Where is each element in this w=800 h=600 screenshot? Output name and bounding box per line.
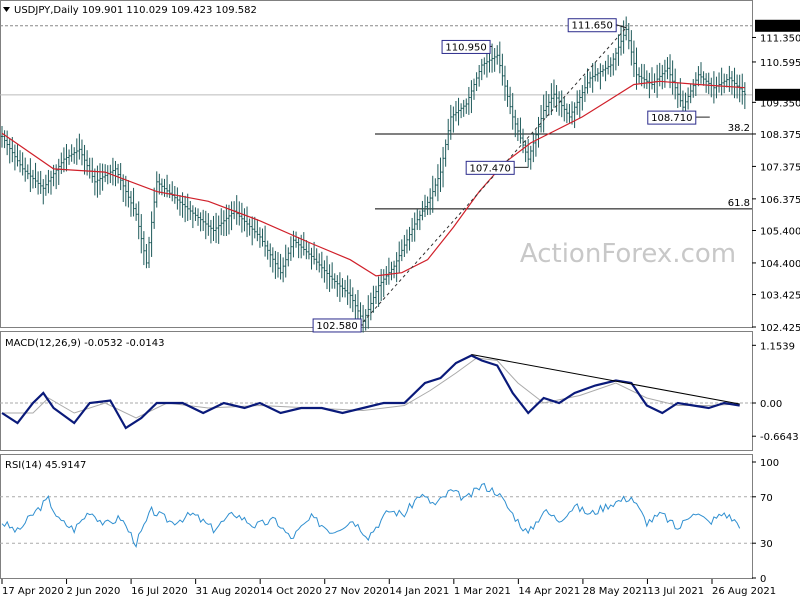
annotation-label-0: 111.650 [572,21,613,32]
price-pane-frame [0,0,753,328]
price-ytick-label-4: 107.375 [760,162,800,173]
price-ytick-label-5: 106.375 [760,195,800,206]
xtick-label-11: 26 Aug 2021 [712,586,776,597]
price-layer: 38.2 61.8 111.650 110.950 108.710 107.470 102.… [0,16,752,333]
xtick-label-4: 14 Oct 2020 [260,586,322,597]
price-ytick-label-8: 103.425 [760,291,800,302]
rsi-layer [0,482,752,548]
annotation-box-1 [441,39,491,54]
macd-pane-frame [0,331,753,451]
axis-layer: 111.350 110.595 109.350 108.375 107.375 106.3… [1,19,800,597]
xtick-label-0: 17 Apr 2020 [2,586,64,597]
dropdown-arrow-icon[interactable] [3,7,10,12]
macd-title: MACD(12,26,9) -0.0532 -0.0143 [5,338,165,349]
symbol-header: USDJPY,Daily 109.901 110.029 109.423 109… [14,5,257,16]
rsi-line [1,482,741,548]
rsi-ytick-label-1: 70 [760,493,773,504]
price-ytick-label-6: 105.400 [760,226,800,237]
annotation-label-4: 102.580 [316,321,357,332]
xtick-label-10: 13 Jul 2021 [647,586,704,597]
trend-dashed-line [362,27,627,323]
fib-level-label-0: 38.2 [728,123,750,134]
annotation-label-1: 110.950 [445,42,486,53]
rsi-pane-frame [0,454,753,579]
macd-signal-line [2,357,740,419]
xtick-label-7: 1 Mar 2021 [454,586,511,597]
macd-ytick-label-2: -0.6643 [760,432,799,443]
xtick-label-9: 28 May 2021 [583,586,648,597]
xtick-label-6: 14 Jan 2021 [389,586,449,597]
watermark: ActionForex.com [520,239,736,269]
annotation-label-3: 107.470 [469,163,510,174]
price-ytick-label-2: 109.350 [760,98,800,109]
annotation-box-3 [465,160,515,175]
price-ytick-label-3: 108.375 [760,130,800,141]
annotation-leader-0 [616,24,627,29]
macd-trendline [471,354,740,405]
price-ytick-label-9: 102.425 [760,323,800,334]
annotation-box-2 [647,110,697,125]
rsi-ytick-label-3: 0 [760,574,766,585]
price-ytick-label-7: 104.400 [760,259,800,270]
annotation-box-4 [312,318,362,333]
price-tag-box-0 [755,19,800,32]
macd-line [1,354,740,430]
rsi-ytick-label-2: 30 [760,539,773,550]
price-ytick-label-1: 110.595 [760,58,800,69]
rsi-title: RSI(14) 45.9147 [5,460,86,471]
price-ytick-label-0: 111.350 [760,33,800,44]
xtick-label-2: 16 Jul 2020 [131,586,188,597]
macd-layer [0,354,752,430]
sma-line [1,80,745,277]
annotation-label-2: 108.710 [651,113,692,124]
macd-ytick-label-1: 0.00 [760,399,782,410]
rsi-ytick-label-0: 100 [760,458,779,469]
fib-level-label-1: 61.8 [728,198,750,209]
price-tag-label-1: 109.582 [758,91,799,102]
xtick-label-5: 27 Nov 2020 [325,586,389,597]
xtick-label-1: 2 Jun 2020 [67,586,121,597]
macd-ytick-label-0: 1.1539 [760,341,795,352]
price-tag-box-1 [755,88,800,101]
annotation-box-0 [567,18,617,33]
xtick-label-8: 14 Apr 2021 [518,586,580,597]
xtick-label-3: 31 Aug 2020 [196,586,260,597]
price-tag-label-0: 111.710 [758,22,799,33]
